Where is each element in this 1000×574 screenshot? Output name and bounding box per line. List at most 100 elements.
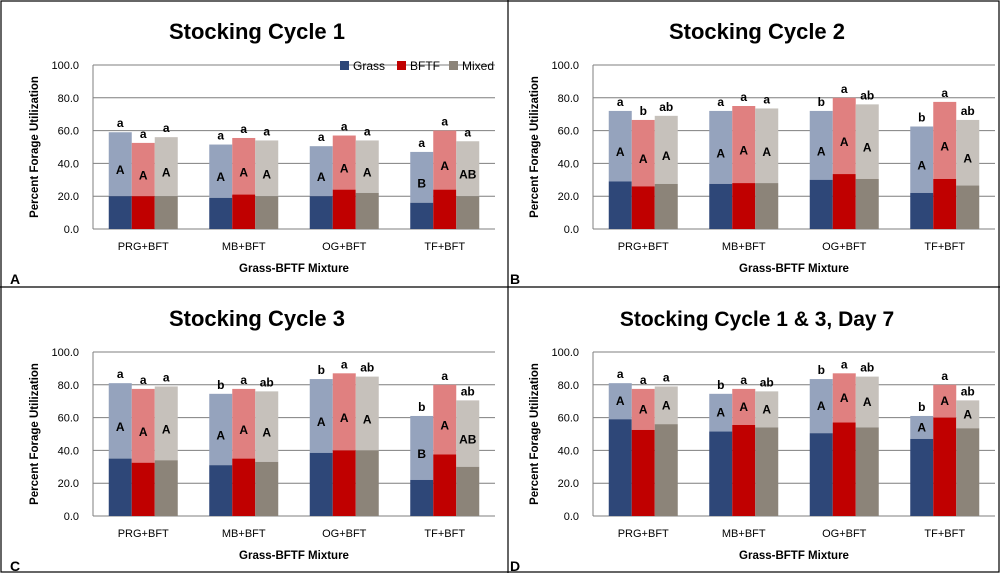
bar-upper xyxy=(410,415,434,480)
bar-lower xyxy=(832,422,856,516)
significance-label-lower-case: ab xyxy=(360,361,374,375)
x-tick-label: PRG+BFT xyxy=(618,528,669,540)
significance-label-lower-case: a xyxy=(341,120,348,134)
bar-lower xyxy=(933,417,957,516)
bar-lower xyxy=(355,450,379,516)
significance-label-upper-case: A xyxy=(116,163,125,177)
significance-label-lower-case: a xyxy=(717,95,724,109)
significance-label-upper-case: A xyxy=(963,407,972,421)
bar-upper xyxy=(209,393,233,466)
panel-a: Stocking Cycle 1 0.0 20.0 40.0 60.0 80.0 100.0… xyxy=(0,0,500,287)
significance-label-upper-case: A xyxy=(216,170,225,184)
significance-label-lower-case: a xyxy=(263,124,270,138)
bar-lower xyxy=(232,458,256,516)
significance-label-lower-case: a xyxy=(763,92,770,106)
y-tick-label: 20.0 xyxy=(558,191,579,203)
bar-lower xyxy=(332,189,356,229)
bar-lower xyxy=(232,194,256,229)
significance-label-upper-case: A xyxy=(363,166,372,180)
significance-label-lower-case: a xyxy=(941,369,948,383)
significance-label-upper-case: A xyxy=(440,159,449,173)
significance-label-lower-case: b xyxy=(818,363,825,377)
bar-lower xyxy=(910,192,934,229)
y-tick-label: 80.0 xyxy=(58,93,79,105)
bar-lower xyxy=(732,183,756,229)
bar-lower xyxy=(832,174,856,229)
bar-lower xyxy=(755,183,779,229)
bar-upper xyxy=(154,386,178,461)
significance-label-upper-case: A xyxy=(917,420,926,434)
bar-upper xyxy=(910,415,934,439)
bar-upper xyxy=(709,393,733,432)
bar-lower xyxy=(355,192,379,229)
significance-label-upper-case: AB xyxy=(459,433,477,447)
significance-label-upper-case: A xyxy=(863,141,872,155)
x-tick-label: TF+BFT xyxy=(924,528,965,540)
bar-upper xyxy=(832,97,856,175)
x-tick-label: PRG+BFT xyxy=(118,528,169,540)
panel-letter: D xyxy=(510,558,520,574)
significance-label-upper-case: A xyxy=(662,398,671,412)
significance-label-upper-case: A xyxy=(739,144,748,158)
bar-lower xyxy=(410,202,434,229)
y-tick-label: 60.0 xyxy=(58,126,79,138)
significance-label-lower-case: a xyxy=(640,373,647,387)
legend-label: Mixed xyxy=(462,59,494,73)
x-tick-label: TF+BFT xyxy=(924,241,965,253)
bar-upper xyxy=(456,400,480,467)
y-tick-label: 40.0 xyxy=(58,445,79,457)
significance-label-upper-case: A xyxy=(239,423,248,437)
bar-lower xyxy=(809,179,833,229)
chart-title: Stocking Cycle 1 xyxy=(169,19,345,44)
chart-title: Stocking Cycle 2 xyxy=(669,19,845,44)
legend: Grass BFTF Mixed xyxy=(340,59,494,73)
bar-upper xyxy=(956,119,980,186)
significance-label-lower-case: ab xyxy=(260,375,274,389)
bar-lower xyxy=(433,189,457,229)
bar-lower xyxy=(209,465,233,516)
bar-upper xyxy=(209,144,233,198)
significance-label-upper-case: A xyxy=(863,395,872,409)
legend-swatch xyxy=(340,61,349,70)
significance-label-lower-case: a xyxy=(240,122,247,136)
bar-lower xyxy=(332,450,356,516)
x-tick-label: MB+BFT xyxy=(222,528,266,540)
x-tick-label: MB+BFT xyxy=(722,528,766,540)
significance-label-lower-case: b xyxy=(217,378,224,392)
y-tick-label: 100.0 xyxy=(51,60,79,72)
bar-lower xyxy=(108,196,132,229)
significance-label-upper-case: A xyxy=(340,411,349,425)
significance-label-upper-case: A xyxy=(239,165,248,179)
bar-lower xyxy=(309,452,333,516)
x-tick-label: OG+BFT xyxy=(322,528,367,540)
bar-upper xyxy=(309,146,333,197)
significance-label-upper-case: A xyxy=(317,415,326,429)
significance-label-lower-case: a xyxy=(663,370,670,384)
significance-label-upper-case: A xyxy=(963,152,972,166)
bar-lower xyxy=(933,178,957,229)
x-axis-label: Grass-BFTF Mixture xyxy=(739,550,849,562)
significance-label-lower-case: a xyxy=(140,373,147,387)
significance-label-upper-case: A xyxy=(940,139,949,153)
x-tick-label: TF+BFT xyxy=(424,528,465,540)
significance-label-lower-case: ab xyxy=(961,104,975,118)
bar-lower xyxy=(255,196,279,229)
significance-label-lower-case: a xyxy=(364,124,371,138)
panel-letter: A xyxy=(10,271,20,287)
significance-label-upper-case: A xyxy=(739,400,748,414)
bar-upper xyxy=(956,400,980,429)
bar-lower xyxy=(709,183,733,229)
bar-upper xyxy=(131,388,155,463)
significance-label-upper-case: A xyxy=(262,426,271,440)
chart-title: Stocking Cycle 1 & 3, Day 7 xyxy=(620,308,894,331)
bar-lower xyxy=(855,178,879,229)
significance-label-upper-case: A xyxy=(817,399,826,413)
bar-upper xyxy=(631,119,655,187)
x-tick-label: OG+BFT xyxy=(822,241,867,253)
bar-lower xyxy=(956,428,980,516)
y-tick-label: 80.0 xyxy=(58,380,79,392)
significance-label-lower-case: a xyxy=(617,95,624,109)
y-tick-label: 60.0 xyxy=(558,126,579,138)
y-axis-label: Percent Forage Utilization xyxy=(529,76,541,218)
y-tick-label: 80.0 xyxy=(558,93,579,105)
